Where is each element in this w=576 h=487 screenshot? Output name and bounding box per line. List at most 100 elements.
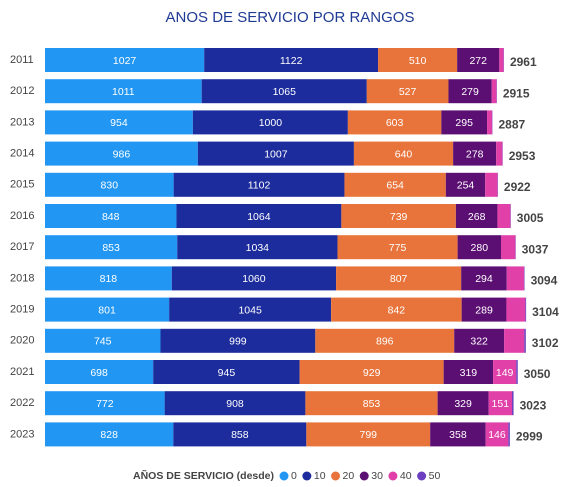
data-label: 640: [395, 148, 413, 160]
total-label: 2915: [503, 86, 530, 100]
bar-segment: [454, 328, 505, 353]
bar-segment: [45, 391, 165, 416]
y-tick-label: 2021: [10, 366, 34, 378]
data-label: 999: [229, 336, 247, 348]
bar-segment: [299, 360, 444, 384]
data-label: 280: [471, 242, 489, 254]
total-label: 3094: [531, 274, 558, 288]
legend-label: 40: [400, 470, 412, 482]
bar-segment: [331, 297, 462, 322]
y-tick-label: 2020: [10, 335, 34, 347]
data-label: 151: [492, 398, 510, 410]
data-label: 1011: [112, 86, 135, 98]
data-label: 945: [218, 367, 236, 379]
data-label: 929: [363, 367, 381, 379]
bar-segment: [353, 141, 454, 166]
data-label: 295: [455, 117, 473, 129]
data-label: 828: [100, 429, 118, 441]
bar-segment: [437, 391, 489, 416]
bar-segment: [204, 48, 379, 72]
bar-segment: [487, 110, 493, 135]
data-label: 289: [475, 304, 493, 316]
data-label: 858: [231, 429, 249, 441]
bar-segment: [461, 266, 507, 291]
data-label: 1027: [113, 55, 137, 67]
data-label: 278: [466, 148, 484, 160]
legend-label: 30: [371, 470, 383, 482]
bar-segment: [457, 235, 502, 260]
y-tick-label: 2013: [10, 116, 34, 128]
bar-segment: [160, 328, 316, 353]
bar-segment: [496, 141, 503, 166]
bar-segment: [45, 204, 177, 228]
legend-marker: [331, 471, 341, 481]
bar-segment: [306, 422, 431, 447]
data-label: 268: [468, 211, 486, 223]
bar-segment: [45, 360, 154, 384]
bar-segment: [443, 360, 494, 384]
data-label: 745: [94, 336, 112, 348]
data-label: 322: [470, 336, 488, 348]
data-label: 1034: [246, 242, 270, 254]
y-tick-label: 2018: [10, 272, 34, 284]
bar-segment: [45, 266, 172, 291]
data-label: 842: [388, 304, 406, 316]
bar-segment: [506, 297, 526, 322]
data-label: 329: [454, 398, 472, 410]
data-label: 772: [96, 398, 114, 410]
bar-segment: [366, 79, 449, 104]
data-label: 830: [101, 180, 119, 192]
y-tick-label: 2022: [10, 397, 34, 409]
bar-segment: [347, 110, 442, 135]
data-label: 272: [469, 55, 487, 67]
bar-segment: [45, 79, 202, 104]
data-label: 908: [226, 398, 244, 410]
legend-label: 20: [343, 470, 355, 482]
y-tick-label: 2015: [10, 179, 34, 191]
bar-segment: [453, 141, 497, 166]
bar-segment: [336, 266, 462, 291]
data-label: 1007: [264, 148, 288, 160]
legend-label: 10: [314, 470, 326, 482]
data-label: 1000: [259, 117, 283, 129]
data-label: 149: [496, 367, 514, 379]
bar-segment: [197, 141, 354, 166]
legend-marker: [359, 471, 369, 481]
legend-marker: [417, 471, 427, 481]
data-label: 853: [363, 398, 381, 410]
bar-segment: [493, 360, 517, 384]
bar-segment: [177, 235, 338, 260]
data-label: 818: [100, 273, 118, 285]
bar-segment: [461, 297, 507, 322]
bar-segment: [176, 204, 342, 228]
bar-segment: [499, 48, 504, 72]
data-label: 527: [399, 86, 417, 98]
y-tick-label: 2014: [10, 148, 34, 160]
data-label: 896: [376, 336, 394, 348]
bar-segment: [173, 422, 307, 447]
data-label: 603: [386, 117, 404, 129]
bar-segment: [201, 79, 367, 104]
bar-segment: [341, 204, 456, 228]
data-label: 801: [98, 304, 116, 316]
bar-segment: [516, 360, 518, 384]
bar-segment: [445, 172, 486, 197]
bar-segment: [491, 79, 497, 104]
total-label: 3104: [532, 305, 559, 319]
data-label: 1045: [238, 304, 262, 316]
total-label: 3023: [520, 398, 547, 412]
total-label: 2961: [510, 55, 537, 69]
bar-segment: [192, 110, 348, 135]
legend-label: 0: [291, 470, 297, 482]
total-label: 2922: [504, 180, 531, 194]
data-label: 1064: [247, 211, 271, 223]
bar-segment: [448, 79, 492, 104]
legend-marker: [302, 471, 312, 481]
bar-segment: [45, 422, 174, 447]
y-tick-label: 2012: [10, 85, 34, 97]
data-label: 986: [113, 148, 131, 160]
total-label: 3005: [517, 211, 544, 225]
bar-segment: [45, 297, 170, 322]
bar-segment: [430, 422, 486, 447]
